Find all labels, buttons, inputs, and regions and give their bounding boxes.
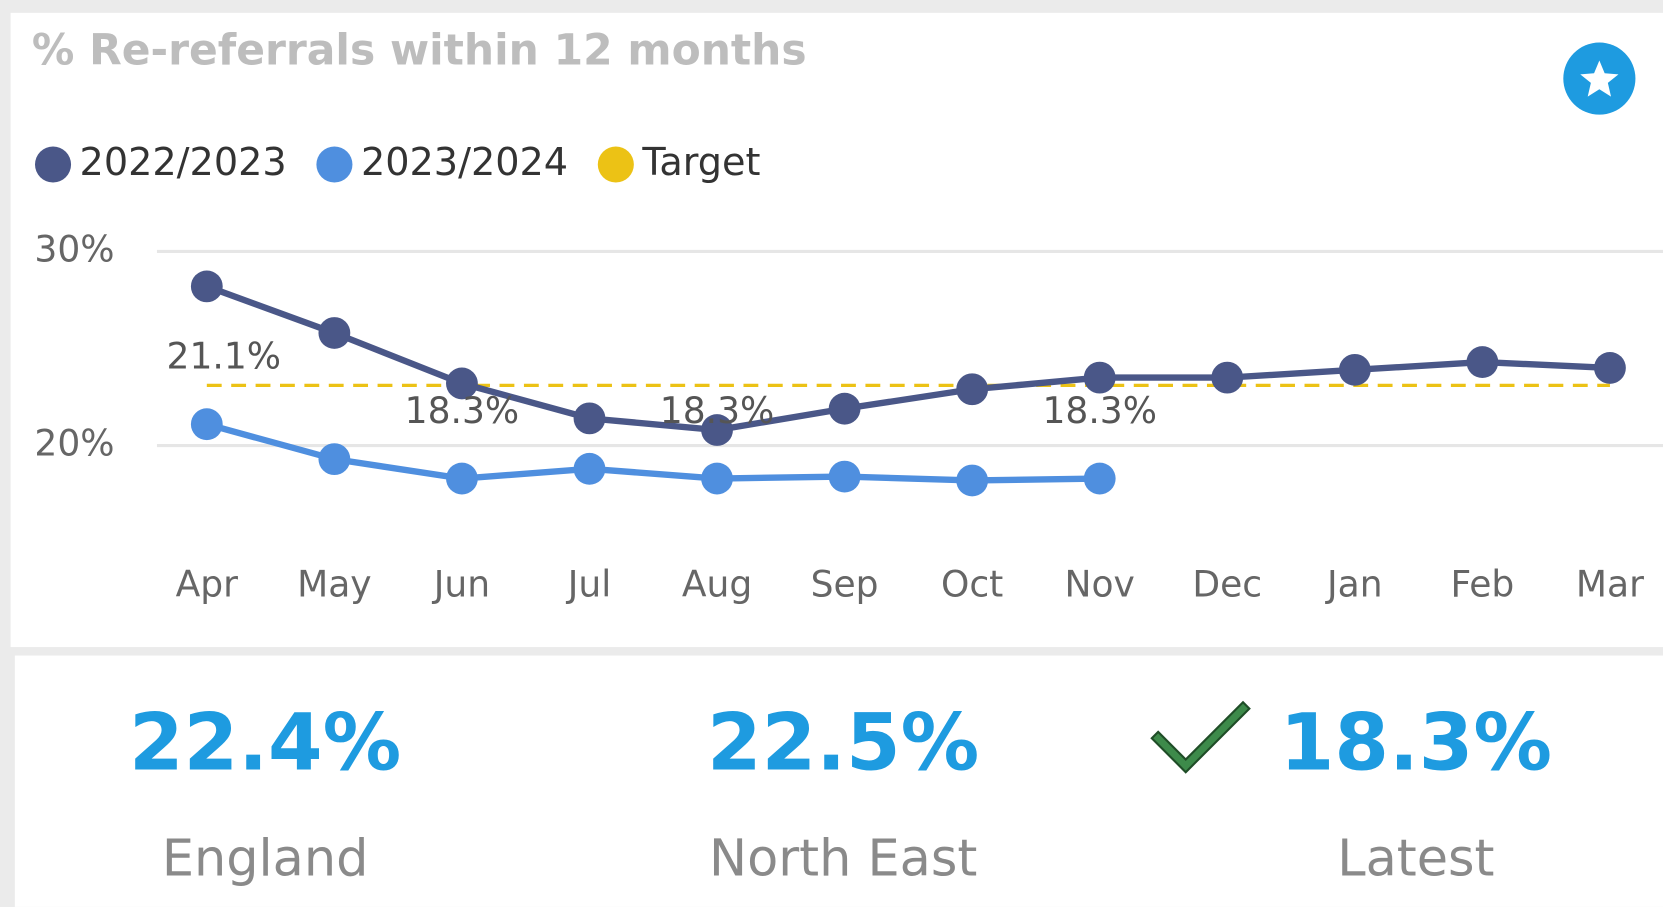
point bbox=[956, 373, 989, 406]
point bbox=[573, 452, 606, 485]
point bbox=[318, 443, 351, 476]
point bbox=[446, 367, 478, 400]
y-tick-label: 30% bbox=[34, 228, 114, 270]
point bbox=[1594, 352, 1626, 384]
point bbox=[190, 270, 223, 303]
x-tick-label: Jun bbox=[432, 564, 490, 606]
point bbox=[1466, 346, 1499, 378]
legend-swatch bbox=[316, 146, 353, 183]
point bbox=[701, 462, 733, 495]
kpi-label: North East bbox=[709, 829, 977, 888]
star-icon[interactable] bbox=[1580, 60, 1619, 97]
x-tick-label: Sep bbox=[811, 564, 879, 606]
point bbox=[1083, 462, 1116, 495]
chart-card bbox=[10, 12, 1663, 648]
legend-swatch bbox=[34, 146, 72, 183]
data-label: 18.3% bbox=[405, 390, 520, 432]
point bbox=[1338, 353, 1371, 386]
kpi-label: Latest bbox=[1337, 829, 1494, 888]
chart-title: % Re-referrals within 12 months bbox=[32, 27, 807, 76]
kpi-card bbox=[14, 655, 1663, 907]
checkmark bbox=[1150, 700, 1251, 774]
x-tick-label: Oct bbox=[941, 564, 1003, 606]
kpi-value: 22.4% bbox=[129, 696, 401, 788]
favorite-button[interactable] bbox=[1563, 42, 1636, 115]
point bbox=[1083, 361, 1116, 394]
x-tick-label: Apr bbox=[176, 564, 239, 606]
point bbox=[956, 464, 989, 497]
point bbox=[828, 460, 861, 493]
check-icon bbox=[1150, 700, 1251, 774]
x-tick-label: Dec bbox=[1192, 564, 1262, 606]
x-tick-label: Mar bbox=[1576, 564, 1644, 606]
point bbox=[828, 392, 861, 425]
data-label: 18.3% bbox=[1042, 390, 1157, 432]
x-tick-label: Jan bbox=[1325, 564, 1383, 606]
point bbox=[318, 317, 351, 349]
data-label: 21.1% bbox=[167, 335, 282, 377]
kpi-label: England bbox=[162, 829, 369, 888]
point bbox=[701, 414, 733, 446]
point bbox=[446, 462, 478, 495]
kpi-value: 22.5% bbox=[707, 696, 979, 788]
x-tick-label: Jul bbox=[566, 564, 611, 606]
legend-swatch bbox=[597, 146, 634, 183]
kpi-value: 18.3% bbox=[1280, 696, 1552, 788]
series-line bbox=[205, 283, 1611, 434]
x-tick-label: Aug bbox=[682, 564, 752, 606]
point bbox=[573, 402, 606, 435]
x-tick-label: May bbox=[297, 564, 372, 606]
legend-label: 2023/2024 bbox=[361, 141, 568, 185]
x-tick-label: Nov bbox=[1065, 564, 1135, 606]
series-line bbox=[205, 421, 1100, 484]
point bbox=[190, 408, 223, 441]
legend-label: 2022/2023 bbox=[80, 141, 287, 185]
x-tick-label: Feb bbox=[1450, 564, 1514, 606]
point bbox=[1211, 361, 1244, 394]
legend-label: Target bbox=[641, 141, 760, 185]
data-label: 18.3% bbox=[660, 390, 775, 432]
y-tick-label: 20% bbox=[34, 423, 114, 465]
